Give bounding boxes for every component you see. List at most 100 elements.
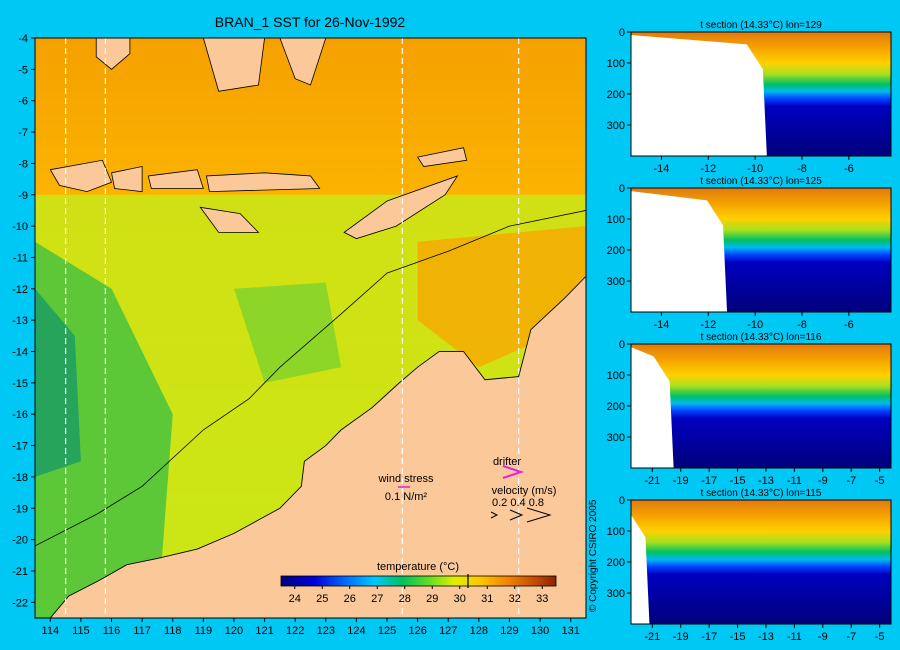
section-xtick-label: -19 [673,631,689,643]
map-xtick-label: 122 [286,625,304,637]
section-body [631,500,891,624]
map-ytick-label: -8 [18,158,28,170]
section-xtick-label: -17 [701,475,717,487]
t-sections: t section (14.33°C) lon=129 -14 -12 -10 -8 -6… [607,20,892,643]
island-2 [111,166,143,193]
section-xtick-label: -21 [644,475,660,487]
island-10 [416,147,468,167]
section-ytick-label: 100 [607,370,625,382]
sst-map: 114 115 116 117 118 119 120 121 122 123 124 125 126 1… [12,33,587,637]
map-ytick-label: -9 [18,190,28,202]
wind-stress-label: wind stress [377,473,434,485]
map-xtick-label: 117 [133,625,151,637]
section-ytick-label: 300 [607,432,625,444]
map-xtick-label: 130 [531,625,549,637]
drifter-icon [502,465,525,479]
island-4 [205,172,321,193]
section-xtick-label: -11 [787,631,802,643]
map-frame [34,37,587,619]
map-ytick-label: -14 [12,347,28,359]
section-body [631,32,891,156]
section-bottom-mask [631,347,674,468]
map-xtick-label: 114 [42,625,60,637]
australia-land [49,275,586,618]
section-panel-2: t section (14.33°C) lon=125 -14 -12 -10 -8 -6… [607,176,892,331]
section-xtick-label: -13 [758,631,774,643]
section-xtick-label: -14 [653,319,669,331]
map-xtick-label: 115 [72,625,90,637]
map-ytick-label: -19 [12,503,28,515]
section-ytick-label: 0 [619,495,625,507]
map-xtick-label: 127 [439,625,457,637]
section-xtick-label: -13 [758,475,774,487]
map-ytick-label: -21 [12,566,28,578]
section-xtick-label: -15 [730,631,746,643]
map-xtick-label: 121 [255,625,273,637]
section-temperature [631,500,891,624]
colorbar-tick-label: 24 [289,593,301,605]
map-xtick-label: 128 [470,625,488,637]
map-xtick-label: 118 [164,625,182,637]
section-xtick-label: -21 [644,631,660,643]
section-xtick-label: -5 [875,631,885,643]
cool-patch [233,282,342,383]
section-ytick-label: 300 [607,276,625,288]
section-xtick-label: -5 [875,475,885,487]
map-xtick-label: 126 [408,625,426,637]
section-ytick-label: 100 [607,58,625,70]
map-ytick-label: -12 [12,284,28,296]
section-panel-3: t section (14.33°C) lon=116-21 -19 -17 -15-… [607,332,892,487]
map-ytick-label: -17 [12,441,28,453]
section-xtick-label: -15 [730,475,746,487]
section-ytick-label: 200 [607,557,625,569]
colorbar-tick-label: 31 [481,593,493,605]
map-xtick-label: 125 [378,625,396,637]
map-ytick-label: -10 [12,221,28,233]
section-xtick-label: -17 [701,631,717,643]
map-xtick-label: 131 [562,625,580,637]
section-ytick-label: 100 [607,214,625,226]
section-ytick-label: 0 [619,183,625,195]
map-xtick-label: 116 [103,625,121,637]
map-ytick-label: -7 [18,127,28,139]
section-temperature [631,344,891,468]
section-panel-4: t section (14.33°C) lon=115-21 -19 -17 -15-… [607,488,892,643]
island-9 [279,38,327,86]
section-body [631,344,891,468]
map-xtick-label: 129 [500,625,518,637]
coolest-water [35,288,81,477]
section-ytick-label: 0 [619,27,625,39]
section-title: t section (14.33°C) lon=125 [700,176,822,187]
section-xtick-label: -11 [787,475,802,487]
map-ytick-label: -11 [13,252,28,264]
section-bottom-mask [631,35,767,156]
map-ytick-label: -20 [12,535,28,547]
section-xtick-label: -9 [818,475,828,487]
shelf-contour [35,210,586,547]
colorbar-tick-label: 33 [536,593,548,605]
map-ytick-label: -13 [12,315,28,327]
section-xtick-label: -10 [747,163,763,175]
map-ytick-label: -16 [12,409,28,421]
colorbar-label: temperature (°C) [377,561,459,573]
section-xtick-label: -8 [797,319,807,331]
section-ytick-label: 300 [607,120,625,132]
section-xtick-label: -12 [700,319,716,331]
section-title: t section (14.33°C) lon=115 [701,488,822,499]
island-6 [343,175,459,240]
colorbar-tick-label: 27 [371,593,383,605]
map-xtick-label: 124 [347,625,365,637]
section-ytick-label: 300 [607,588,625,600]
colorbar-tick-label: 30 [454,593,466,605]
section-ytick-label: 100 [607,526,625,538]
section-ytick-label: 200 [607,401,625,413]
section-panel-1: t section (14.33°C) lon=129 -14 -12 -10 -8 -6… [607,20,892,175]
section-bottom-mask [631,191,728,312]
section-body [631,188,891,312]
island-3 [147,169,204,189]
copyright-text: © Copyright CSIRO 2005 [588,499,599,612]
velocity-arrows [490,507,552,523]
velocity-scale: 0.2 0.4 0.8 [492,497,544,509]
section-xtick-label: -8 [797,163,807,175]
